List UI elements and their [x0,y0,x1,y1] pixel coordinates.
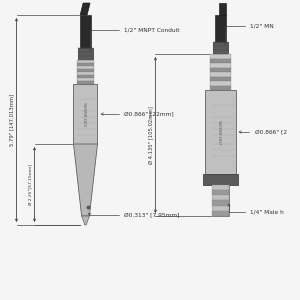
Polygon shape [213,42,228,54]
Text: Ø0.866" [22mm]: Ø0.866" [22mm] [101,112,174,116]
Polygon shape [74,84,98,144]
Text: CORE SENSORS: CORE SENSORS [85,102,89,126]
Polygon shape [219,3,226,15]
Polygon shape [210,81,231,85]
Text: Ø 2.25"[57.15mm]: Ø 2.25"[57.15mm] [28,164,32,205]
Polygon shape [206,90,236,174]
Text: 1/2" MN: 1/2" MN [224,23,274,44]
Polygon shape [212,211,229,216]
Text: Ø 4.135" [105.02mm]: Ø 4.135" [105.02mm] [148,106,153,164]
Text: 1/2" MNPT Conduit: 1/2" MNPT Conduit [89,28,180,50]
Polygon shape [77,60,94,63]
Polygon shape [78,48,93,60]
Polygon shape [212,195,229,200]
Polygon shape [212,190,229,195]
Polygon shape [215,15,226,42]
Polygon shape [210,85,231,90]
Text: CORE SENSORS: CORE SENSORS [220,120,224,144]
Polygon shape [210,72,231,76]
Polygon shape [210,54,231,58]
Polygon shape [74,144,98,216]
Polygon shape [212,200,229,206]
Polygon shape [210,76,231,81]
Text: 1/4" Male h: 1/4" Male h [228,204,284,215]
Polygon shape [82,216,89,225]
Polygon shape [77,75,94,78]
Polygon shape [210,63,231,68]
Text: Ø0.313" [7.95mm]: Ø0.313" [7.95mm] [88,212,180,217]
Polygon shape [77,78,94,81]
Polygon shape [77,69,94,72]
Polygon shape [212,184,229,190]
Polygon shape [77,63,94,66]
Polygon shape [212,184,229,216]
Polygon shape [210,68,231,72]
Polygon shape [202,174,238,184]
Polygon shape [210,58,231,63]
Polygon shape [80,3,90,15]
Polygon shape [77,66,94,69]
Polygon shape [80,15,91,48]
Polygon shape [77,72,94,75]
Text: Ø0.866" [2: Ø0.866" [2 [239,130,287,134]
Text: 5.79" [147.013mm]: 5.79" [147.013mm] [9,94,14,146]
Polygon shape [212,206,229,211]
Polygon shape [77,81,94,84]
